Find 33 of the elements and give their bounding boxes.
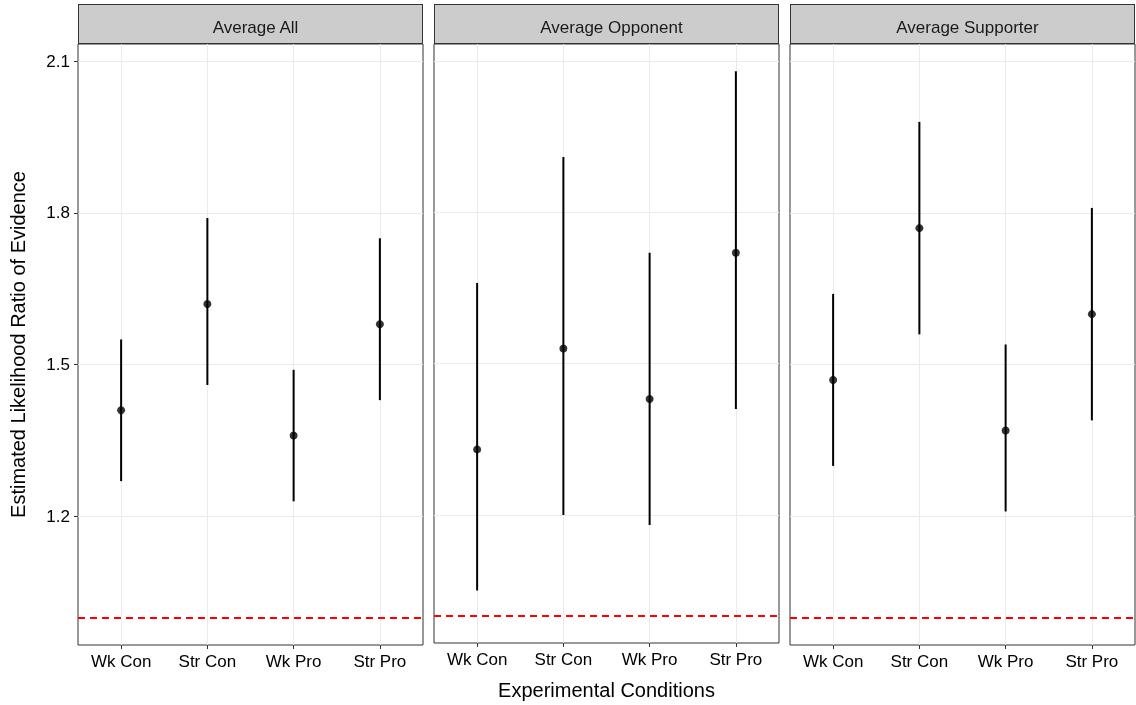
chart-title: Average All: [212, 18, 299, 37]
point: [203, 300, 212, 309]
x-tick-label: Str Pro: [1065, 652, 1119, 671]
point: [645, 394, 654, 403]
y-tick-label: 1.2: [46, 507, 70, 526]
point: [473, 445, 482, 454]
chart-title: Average Opponent: [540, 18, 683, 37]
x-tick-label: Wk Con: [446, 650, 508, 669]
point: [117, 406, 126, 415]
point: [1087, 310, 1096, 319]
y-tick-label: 1.8: [46, 203, 70, 223]
point: [915, 224, 924, 233]
x-tick-label: Wk Con: [90, 652, 152, 671]
x-tick-label: Wk Pro: [621, 650, 678, 669]
chart-title: Average Supporter: [896, 18, 1040, 37]
point: [829, 375, 838, 384]
y-axis-title: Estimated Likelihood Ratio of Evidence: [7, 171, 29, 518]
point: [375, 320, 384, 329]
x-tick-label: Str Pro: [353, 652, 407, 671]
y-tick-label: 1.5: [46, 355, 70, 375]
x-tick-label: Str Con: [890, 652, 949, 671]
y-tick-label: 2.1: [46, 51, 70, 71]
point: [559, 344, 568, 353]
point: [1001, 426, 1010, 435]
x-tick-label: Str Pro: [709, 650, 763, 669]
x-tick-label: Str Con: [178, 652, 237, 671]
x-tick-label: Wk Pro: [265, 652, 322, 671]
x-tick-label: Str Con: [534, 650, 593, 669]
x-axis-title: Experimental Conditions: [498, 679, 715, 701]
x-tick-label: Wk Pro: [977, 652, 1034, 671]
point: [289, 431, 298, 440]
x-tick-label: Wk Con: [802, 652, 864, 671]
point: [731, 248, 740, 257]
